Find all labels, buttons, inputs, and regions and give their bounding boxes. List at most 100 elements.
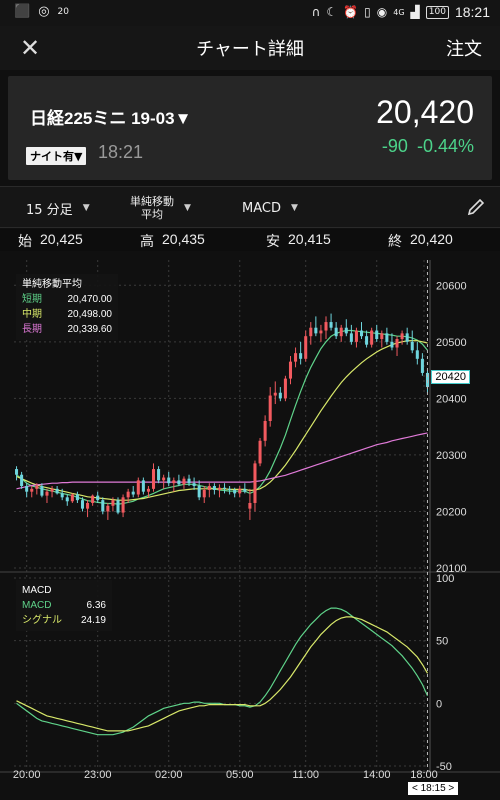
pencil-icon[interactable] (466, 197, 486, 217)
ma-legend: 単純移動平均 短期 20,470.00 中期 20,498.00 長期 20,339.… (16, 274, 118, 340)
candle-body (223, 487, 227, 489)
close-icon[interactable]: ✕ (19, 34, 41, 62)
candle-body (141, 480, 145, 492)
candle-body (319, 330, 323, 334)
candle-body (248, 502, 252, 509)
x-tick-label: 20:00 (13, 769, 41, 781)
candle-body (60, 493, 64, 498)
ma-line (16, 432, 428, 490)
ma-legend-title: 単純移動平均 (22, 279, 82, 290)
candle-body (299, 353, 303, 359)
candle-body (334, 327, 338, 337)
ma-mid-value: 20,498.00 (67, 309, 113, 320)
chart-canvas[interactable]: 20:00 23:00 02:00 05:00 11:00 14:00 18:00 20600… (0, 260, 500, 800)
high-label: 高 (140, 233, 154, 249)
candle-body (35, 486, 39, 489)
wifi-icon: ◎ (38, 4, 50, 19)
candle-body (400, 333, 404, 340)
product-card: 日経225ミニ 19-03▼ ナイト有▼ 18:21 20,420 -90 -0… (8, 76, 492, 180)
macd-tick-label: 100 (436, 573, 454, 585)
open-value: 20,425 (40, 231, 83, 247)
app-header: ✕ チャート詳細 注文 (0, 26, 500, 70)
x-tick-label: 11:00 (292, 769, 319, 781)
candle-body (157, 469, 161, 481)
candle-body (80, 500, 85, 509)
candle-body (395, 339, 399, 348)
alarm-icon: ⏰ (343, 5, 359, 19)
macd-tick-label: 50 (436, 636, 448, 648)
ma-mid-label: 中期 (22, 309, 42, 320)
candle-body (359, 330, 364, 337)
battery-small-value: 20 (57, 6, 69, 17)
high-value: 20,435 (162, 231, 205, 247)
macd-series-line (16, 616, 429, 732)
candle-body (288, 361, 293, 379)
low-label: 安 (266, 233, 280, 249)
ma-short-value: 20,470.00 (67, 294, 113, 305)
price-change: -90 -0.44% (382, 136, 474, 157)
caret-down-icon: ▼ (184, 203, 191, 213)
crosshair-time-tag[interactable]: < 18:15 > (408, 782, 459, 795)
interval-select[interactable]: 15 分足 ▼ (26, 187, 90, 229)
low-value: 20,415 (288, 231, 331, 247)
candle-body (126, 491, 130, 498)
candle-body (167, 477, 171, 484)
candle-body (207, 486, 211, 490)
candle-body (187, 478, 191, 484)
eye-icon: ◉ (376, 5, 388, 19)
candle-body (329, 322, 333, 328)
candle-body (354, 330, 358, 342)
caret-down-icon: ▼ (290, 203, 298, 213)
macd-series-line (16, 607, 429, 736)
candle-body (202, 489, 206, 498)
price-tick-label: 20400 (436, 393, 467, 405)
x-tick-label: 18:00 (410, 769, 438, 781)
macd-line-value: 6.36 (86, 600, 106, 611)
candle-body (172, 480, 176, 484)
candle-body (283, 378, 287, 399)
candle-body (91, 495, 95, 503)
vibrate-icon: ▯ (364, 5, 371, 19)
moon-icon: ☾ (326, 5, 338, 19)
candle-body (197, 486, 201, 498)
chart-area[interactable]: 20:00 23:00 02:00 05:00 11:00 14:00 18:00 20600… (0, 260, 500, 800)
order-button[interactable]: 注文 (446, 39, 482, 60)
signal-line-value: 24.19 (80, 615, 106, 626)
candle-body (20, 474, 24, 487)
indicator1-label: 単純移動 平均 (130, 195, 174, 221)
x-tick-label: 05:00 (226, 769, 254, 781)
candle-body (410, 341, 414, 351)
page-title: チャート詳細 (196, 39, 304, 60)
indicator2-select[interactable]: MACD ▼ (242, 187, 298, 229)
price-tick-label: 20200 (436, 506, 467, 518)
candle-body (162, 477, 166, 481)
indicator1-select[interactable]: 単純移動 平均 ▼ (130, 187, 191, 229)
indicator1-line1: 単純移動 (130, 195, 174, 208)
candle-body (420, 358, 424, 373)
candle-body (146, 488, 150, 492)
candle-body (101, 500, 105, 512)
macd-legend-title: MACD (22, 585, 52, 596)
ma-line (16, 329, 428, 505)
candle-body (258, 440, 262, 464)
candle-body (370, 330, 374, 345)
candle-body (177, 480, 181, 485)
price-tick-label: 20600 (436, 280, 467, 292)
current-price: 20,420 (376, 94, 474, 130)
macd-tick-label: -50 (436, 761, 452, 773)
candle-body (136, 480, 140, 495)
price-tick-label: 20500 (436, 337, 467, 349)
x-tick-label: 14:00 (363, 769, 391, 781)
candle-body (375, 330, 379, 340)
network-type: 4G (393, 7, 405, 17)
x-tick-label: 02:00 (155, 769, 183, 781)
session-badge[interactable]: ナイト有▼ (26, 147, 87, 165)
candle-body (344, 327, 348, 334)
candle-body (25, 486, 29, 492)
indicator2-label: MACD (242, 200, 281, 216)
headphones-icon: ∩ (311, 5, 321, 19)
ohlc-row: 始 20,425 高 20,435 安 20,415 終 20,420 (0, 229, 500, 251)
candle-body (385, 333, 389, 342)
product-selector[interactable]: 日経225ミニ 19-03▼ (30, 109, 192, 128)
change-value: -90 (381, 136, 408, 156)
